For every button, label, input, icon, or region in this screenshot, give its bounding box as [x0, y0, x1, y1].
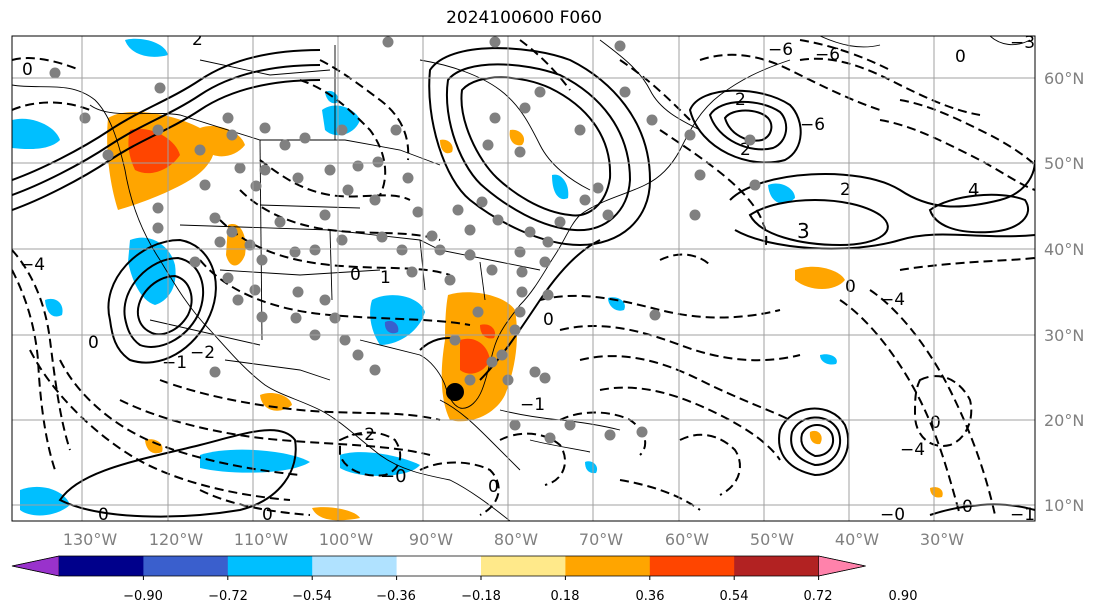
contour-label: −6: [800, 115, 825, 135]
coastlines: [12, 36, 1031, 521]
contour-label: 0: [543, 310, 554, 330]
contour-label: 0: [262, 505, 273, 525]
lat-label: 60°N: [1044, 69, 1084, 88]
contour-label: −1: [1010, 505, 1035, 525]
lon-label: 110°W: [234, 530, 289, 549]
lon-label: 70°W: [579, 530, 623, 549]
contour-label: 2: [735, 90, 746, 110]
lat-label: 20°N: [1044, 411, 1084, 430]
colorbar-tick-labels: −0.90 −0.72 −0.54 −0.36 −0.18 0.18 0.36 …: [123, 589, 917, 604]
contour-label: 0: [962, 497, 973, 517]
colorbar-tick: −0.90: [123, 589, 163, 604]
contour-labels: 3 4 −0 0 0 1 0 0 0 0 0 0 0 0 2 2 −4 2 2 …: [20, 30, 1035, 525]
map-title: 2024100600 F060: [446, 8, 602, 28]
lon-label: 90°W: [409, 530, 453, 549]
lon-label: 50°W: [750, 530, 794, 549]
contour-label: 3: [797, 219, 810, 243]
contour-label: −2: [190, 343, 215, 363]
lon-label: 80°W: [494, 530, 538, 549]
contour-label: 2: [740, 140, 751, 160]
colorbar-segment: [481, 556, 566, 576]
station-markers: [49, 36, 761, 444]
contour-label: −2: [350, 425, 375, 445]
lon-label: 30°W: [920, 530, 964, 549]
contour-label: 0: [350, 265, 361, 285]
colorbar-tick: −0.72: [208, 589, 248, 604]
contour-label: −4: [900, 440, 925, 460]
contour-lines: [12, 47, 1035, 518]
contour-label: 0: [845, 277, 856, 297]
contour-lines-dashed: [12, 39, 1035, 516]
contour-label: −4: [880, 290, 905, 310]
colorbar-segment: [143, 556, 229, 576]
graticule: [12, 36, 1035, 521]
contour-label: −3: [1010, 33, 1035, 53]
colorbar-segment: [312, 556, 398, 576]
colorbar-tick: 0.36: [636, 589, 665, 604]
longitude-labels: 130°W 120°W 110°W 100°W 90°W 80°W 70°W 6…: [63, 530, 964, 549]
lat-label: 50°N: [1044, 154, 1084, 173]
contour-label: 2: [840, 180, 851, 200]
colorbar-tick: 0.72: [804, 589, 833, 604]
contour-label: 0: [22, 60, 33, 80]
colorbar-outline: [11, 555, 866, 577]
contour-label: −6: [768, 40, 793, 60]
latitude-labels: 60°N 50°N 40°N 30°N 20°N 10°N: [1044, 69, 1084, 515]
contour-label: 0: [930, 413, 941, 433]
contour-label: 0: [88, 333, 99, 353]
contour-label: −1: [162, 353, 187, 373]
colorbar-tick: −0.36: [376, 589, 416, 604]
colorbar-tick: −0.54: [292, 589, 332, 604]
colorbar-segment: [565, 556, 651, 576]
contour-label: 2: [192, 30, 203, 50]
colorbar-extend-low: [11, 555, 60, 577]
colorbar-tick: −0.18: [461, 589, 501, 604]
colorbar: [11, 555, 866, 580]
colorbar-segment: [734, 556, 820, 576]
colorbar-tick: 0.18: [551, 589, 580, 604]
contour-label: 0: [98, 505, 109, 525]
contour-label: −1: [520, 395, 545, 415]
colorbar-segment: [649, 556, 735, 576]
contour-label: 4: [968, 180, 979, 201]
colorbar-tick: 0.54: [720, 589, 749, 604]
storm-center-marker: [446, 383, 464, 401]
contour-label: 0: [955, 47, 966, 67]
map-frame: [11, 35, 1036, 522]
lat-label: 40°N: [1044, 240, 1084, 259]
contour-label: 0: [488, 477, 499, 497]
colorbar-segment: [59, 556, 144, 576]
lon-label: 40°W: [835, 530, 879, 549]
lat-label: 10°N: [1044, 496, 1084, 515]
lon-label: 130°W: [63, 530, 118, 549]
lon-label: 60°W: [665, 530, 709, 549]
colorbar-extend-high: [818, 555, 866, 577]
contour-label: −0: [380, 466, 407, 487]
colorbar-segment: [396, 556, 482, 576]
lon-label: 100°W: [319, 530, 374, 549]
contour-label: −6: [815, 45, 840, 65]
contour-label: −4: [20, 255, 45, 275]
contour-label: −0: [880, 505, 905, 525]
contour-label: 1: [380, 268, 391, 288]
colorbar-segment: [227, 556, 313, 576]
lat-label: 30°N: [1044, 326, 1084, 345]
colorbar-tick: 0.90: [889, 589, 918, 604]
lon-label: 120°W: [149, 530, 204, 549]
